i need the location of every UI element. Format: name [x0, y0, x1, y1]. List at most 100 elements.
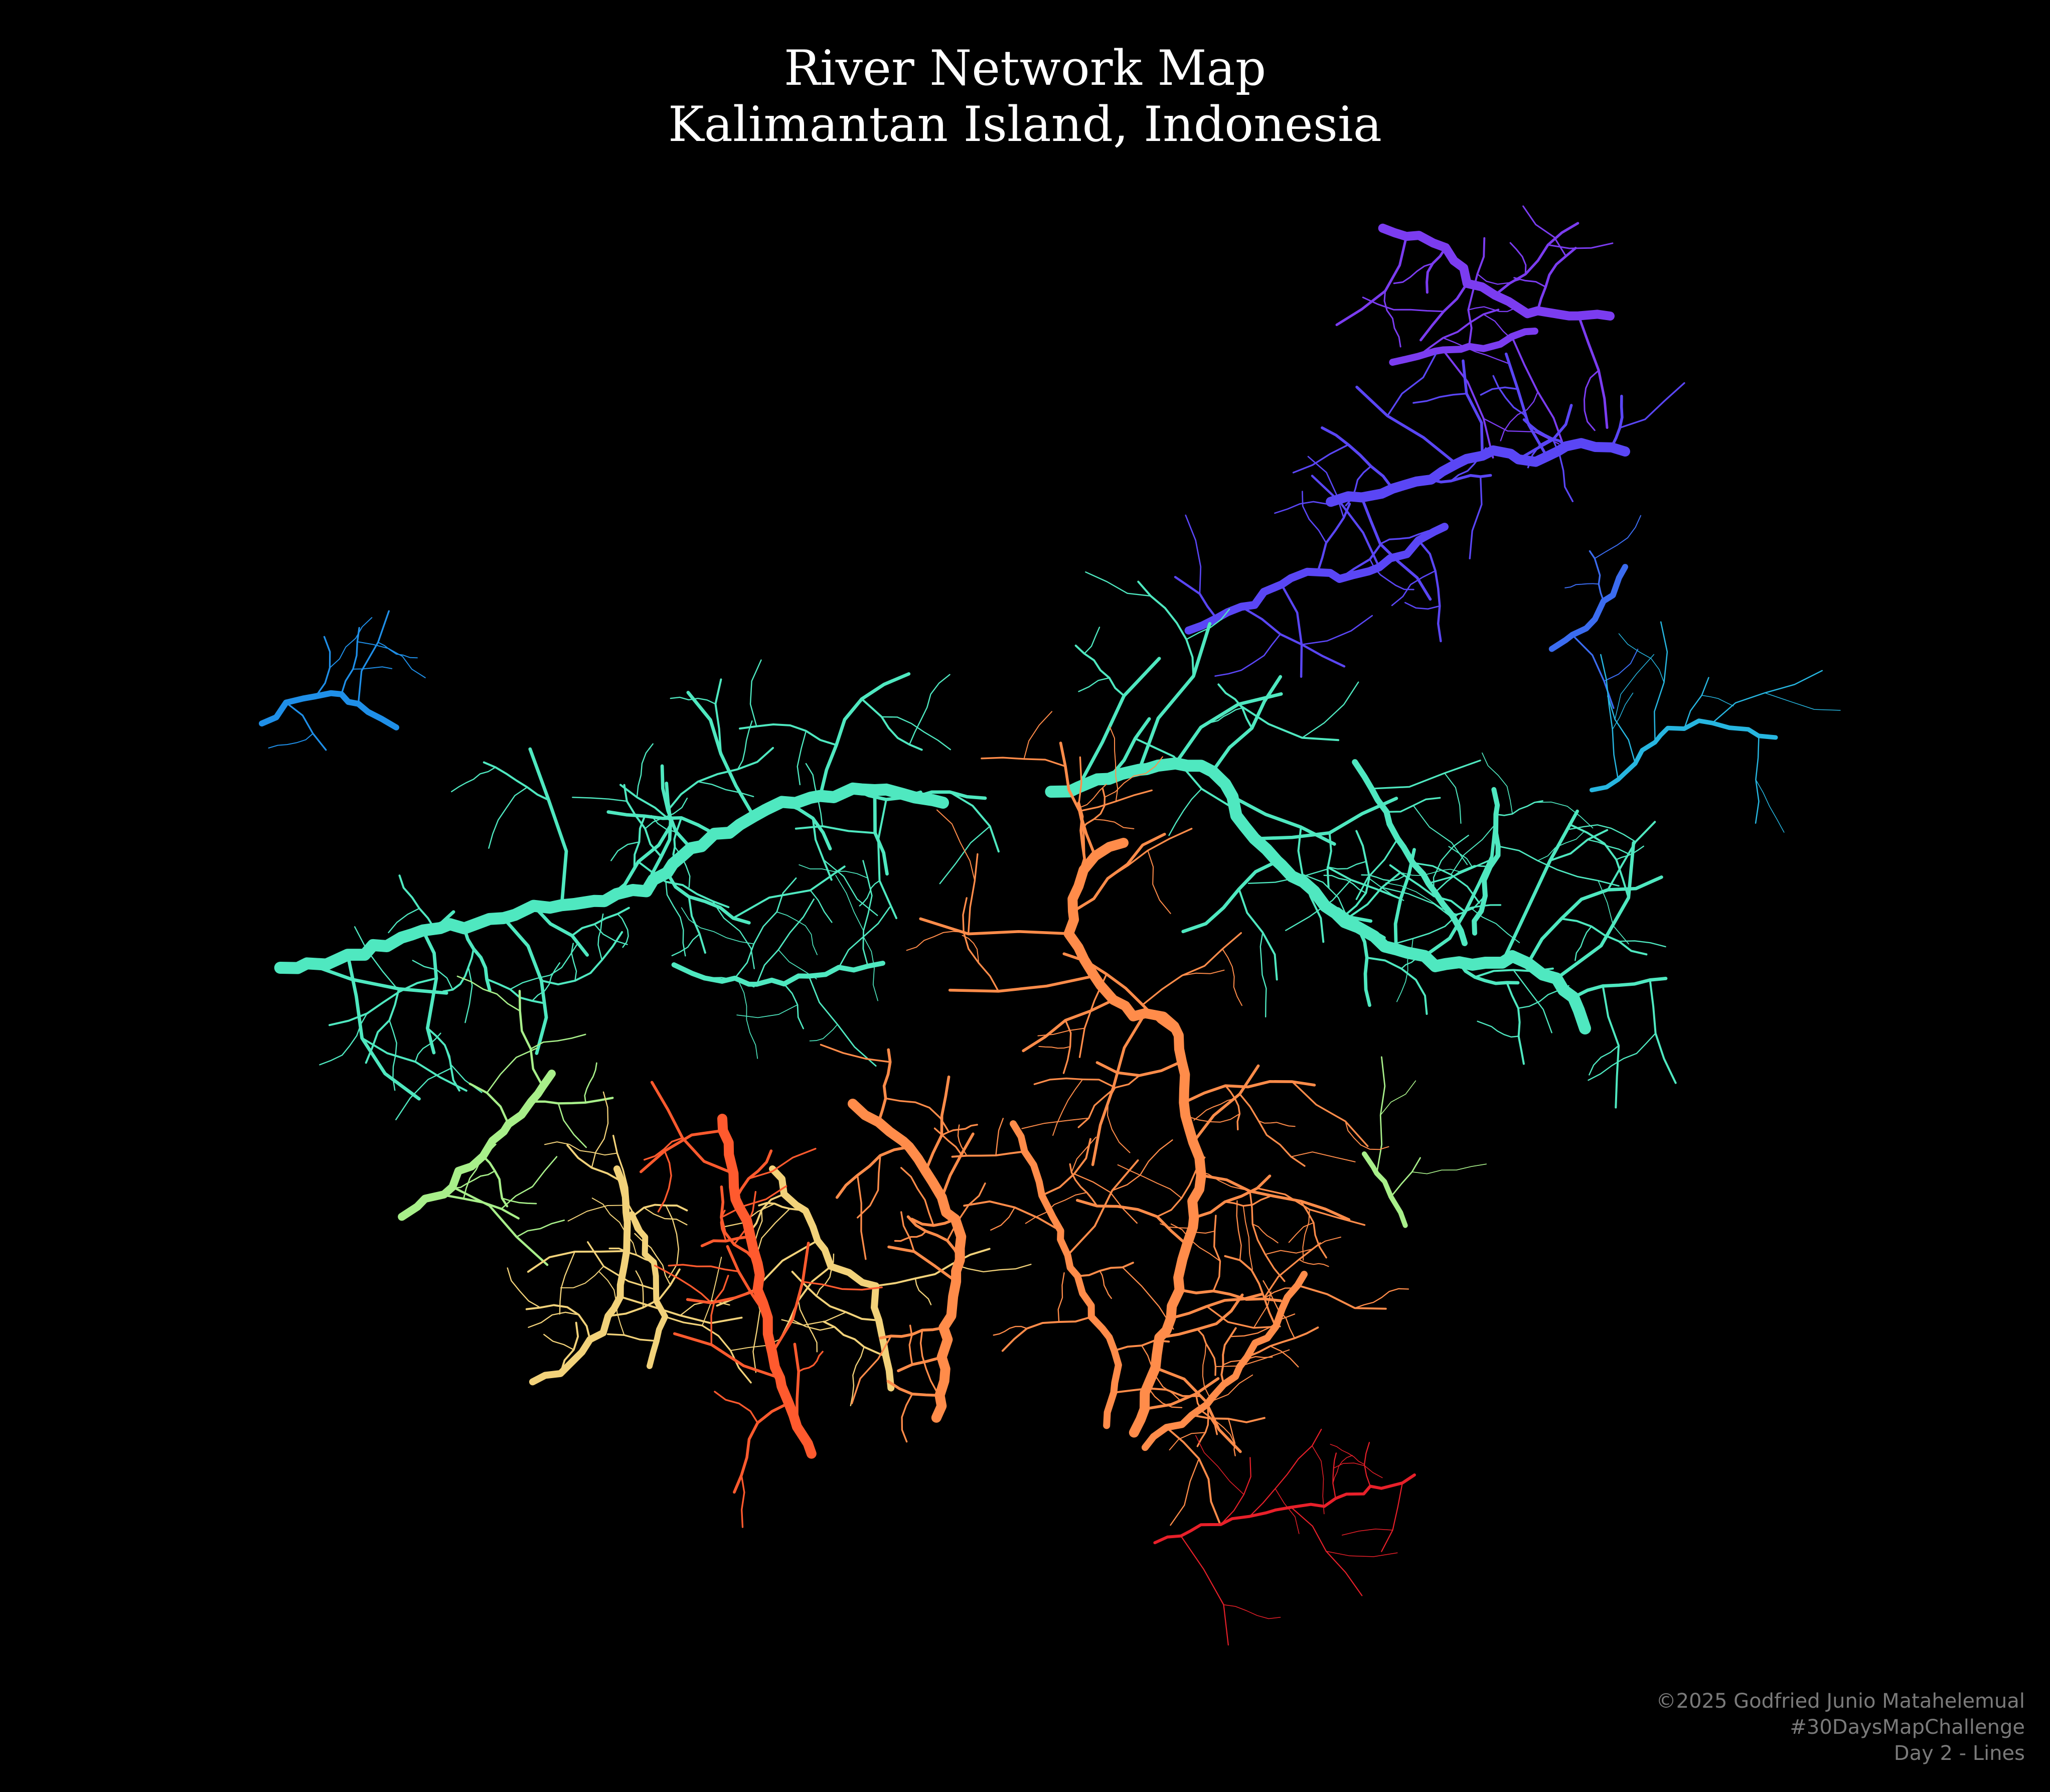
river-kapuas-tributary	[908, 674, 951, 745]
credits: ©2025 Godfried Junio Matahelemual #30Day…	[1656, 1688, 2025, 1766]
river-north-sabah-tributary	[1335, 235, 1408, 327]
river-mahakam-east-branch-tributary	[1402, 868, 1461, 876]
river-central-south-2-tributary	[608, 1247, 655, 1263]
river-kahayan-tributary	[894, 1230, 927, 1242]
river-katingan-tributary	[1073, 1173, 1138, 1224]
river-kapuas-tributary	[623, 784, 663, 858]
river-north-east-tributary	[1355, 385, 1458, 466]
river-mahakam-tributary	[1238, 888, 1278, 981]
river-south-west-tributary	[452, 1170, 496, 1189]
river-kapuas-tributary	[697, 781, 754, 798]
river-kapuas-tributary	[881, 716, 952, 751]
river-ne-coast	[1589, 718, 1778, 793]
river-central-south-3	[769, 1165, 895, 1392]
river-south-east-green-tributary	[1380, 1080, 1416, 1116]
river-mahakam-east-branch-tributary	[1495, 800, 1543, 816]
river-central-south-3-tributary	[754, 1209, 763, 1242]
river-south-tip-tributary	[1326, 1551, 1398, 1557]
river-barito-tributary	[1142, 932, 1242, 1006]
river-barito-tributary	[1252, 1223, 1279, 1244]
river-mahakam	[1045, 757, 1591, 1034]
river-north-east-2-tributary	[1391, 570, 1436, 607]
river-barito-east-tributary	[1165, 1426, 1221, 1524]
river-mahakam-tributary	[1247, 868, 1328, 884]
river-mahakam-tributary	[1302, 880, 1373, 923]
river-barito-east-tributary	[1354, 1288, 1409, 1309]
river-barito-tributary	[1077, 784, 1107, 809]
river-central-south-1-tributary	[643, 1207, 688, 1226]
river-barito-tributary	[1076, 1199, 1189, 1247]
river-barito-tributary	[1158, 1293, 1244, 1339]
river-barito-tributary	[1249, 1190, 1286, 1282]
river-barito-tributary	[1207, 1416, 1235, 1444]
river-barito-east-tributary	[1296, 1284, 1387, 1310]
river-barito-tributary	[1192, 1174, 1272, 1220]
river-east-upper-tributary	[1594, 515, 1642, 559]
river-kapuas-south-branch-tributary	[809, 1024, 838, 1041]
river-kapuas-tributary	[818, 672, 911, 798]
river-barito-tributary	[919, 917, 1070, 936]
river-barito-tributary	[1192, 1064, 1260, 1144]
river-mentaya-tributary	[793, 1342, 800, 1428]
river-kapuas-tributary	[617, 913, 629, 948]
river-katingan-tributary	[1001, 1316, 1092, 1352]
river-kapuas-tributary	[665, 881, 686, 957]
river-kahayan-tributary	[851, 1335, 892, 1405]
river-kapuas-south-branch-tributary	[681, 907, 754, 945]
river-kahayan-tributary	[887, 1245, 958, 1283]
river-barito-tributary	[967, 853, 979, 935]
river-central-south-3-tributary	[816, 1253, 835, 1297]
river-mahakam-east-branch	[1472, 787, 1501, 936]
river-mahakam-tributary	[1477, 1020, 1519, 1038]
river-katingan-tributary	[1076, 1261, 1134, 1277]
river-north-sabah-2-tributary	[1467, 237, 1486, 348]
river-kapuas-tributary	[597, 913, 604, 961]
river-kapuas-tributary	[674, 846, 691, 888]
river-north-east-tributary	[1462, 359, 1484, 458]
river-kahayan-tributary	[857, 1154, 881, 1219]
river-north-sabah-2-tributary	[1483, 418, 1559, 444]
river-mahakam-tributary	[1423, 824, 1497, 958]
river-barito-east-tributary	[1222, 1356, 1273, 1366]
river-central-south-2-tributary	[560, 1266, 604, 1289]
river-south-west-tributary	[451, 1185, 549, 1266]
river-kapuas-tributary	[450, 767, 496, 793]
river-south-west-tributary	[518, 990, 544, 1088]
river-barito-tributary	[1242, 1205, 1253, 1270]
river-north-sabah-tributary	[1493, 222, 1580, 296]
river-kapuas-tributary	[488, 786, 528, 849]
river-katingan-tributary	[1066, 1159, 1139, 1256]
river-east-upper-tributary	[1564, 583, 1600, 588]
river-mahakam-tributary	[1181, 859, 1279, 934]
river-mahakam-tributary	[1589, 1044, 1620, 1076]
river-kapuas-tributary	[354, 926, 400, 992]
river-south-west-tributary	[584, 1062, 597, 1104]
river-central-south-2-tributary	[607, 1333, 658, 1342]
river-north-east-2-tributary	[1404, 602, 1441, 610]
river-south-west-tributary	[424, 1193, 520, 1220]
river-mahakam-east-branch-tributary	[1598, 880, 1629, 945]
credit-day: Day 2 - Lines	[1894, 1742, 2025, 1765]
river-central-south-1-tributary	[528, 1311, 580, 1328]
river-south-tip-tributary	[1364, 1442, 1371, 1487]
river-kapuas-south-branch-tributary	[704, 977, 755, 988]
river-kapuas-tributary	[502, 916, 548, 1055]
river-kapuas-tributary	[670, 696, 716, 705]
river-barito-tributary	[1095, 1060, 1183, 1077]
river-mahakam-east-branch-tributary	[1497, 845, 1620, 887]
river-north-sabah-tributary	[1383, 290, 1401, 348]
river-barito-tributary	[1117, 1164, 1182, 1199]
river-east-upper-tributary	[1571, 634, 1615, 709]
river-south-tip-tributary	[1275, 1488, 1300, 1534]
river-west-corner-tributary	[285, 701, 327, 751]
river-north-east-2-tributary	[1311, 475, 1380, 569]
river-central-south-1	[529, 1165, 631, 1386]
river-mahakam-tributary	[1210, 707, 1243, 723]
river-mentaya-tributary	[714, 1391, 759, 1424]
river-mahakam-tributary	[1366, 956, 1428, 1015]
river-central-south-1-tributary	[635, 1270, 644, 1308]
river-kahayan-tributary	[933, 1127, 963, 1155]
river-south-east-green-tributary	[1390, 1157, 1421, 1198]
river-barito-tributary	[1224, 1196, 1271, 1207]
river-barito-east-tributary	[1170, 1458, 1200, 1526]
